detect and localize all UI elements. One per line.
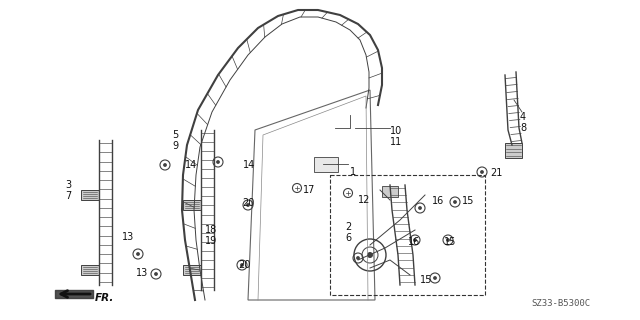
Text: 15: 15 (462, 196, 474, 206)
Text: 14: 14 (185, 160, 197, 170)
Text: 13: 13 (136, 268, 148, 278)
Polygon shape (81, 190, 99, 200)
Polygon shape (505, 143, 522, 158)
Circle shape (136, 252, 140, 256)
Polygon shape (382, 186, 398, 197)
Text: FR.: FR. (95, 293, 115, 303)
Text: 15: 15 (444, 237, 456, 247)
Text: 5
9: 5 9 (172, 130, 179, 151)
Circle shape (413, 238, 417, 242)
Circle shape (446, 238, 450, 242)
Text: 4
8: 4 8 (520, 112, 526, 133)
Text: 13: 13 (122, 232, 134, 242)
Circle shape (433, 276, 437, 280)
Circle shape (216, 160, 220, 164)
Circle shape (453, 200, 457, 204)
Text: 18
19: 18 19 (205, 225, 217, 246)
Polygon shape (182, 265, 200, 275)
Text: 12: 12 (358, 195, 371, 205)
Text: 16: 16 (432, 196, 444, 206)
Text: 20: 20 (238, 260, 250, 270)
Text: 16: 16 (408, 237, 420, 247)
Circle shape (154, 272, 158, 276)
Circle shape (240, 263, 244, 267)
Bar (330, 175, 485, 295)
Circle shape (418, 206, 422, 210)
Circle shape (356, 256, 360, 260)
Circle shape (163, 163, 167, 167)
Text: SZ33-B5300C: SZ33-B5300C (531, 299, 590, 308)
Text: 21: 21 (490, 168, 502, 178)
FancyBboxPatch shape (314, 157, 338, 172)
Text: 1: 1 (350, 167, 356, 177)
Text: 20: 20 (242, 198, 254, 208)
Polygon shape (182, 200, 200, 210)
Text: 14: 14 (243, 160, 255, 170)
Circle shape (367, 252, 373, 258)
Text: 2
6: 2 6 (345, 222, 351, 243)
Text: 15: 15 (420, 275, 433, 285)
Circle shape (246, 203, 250, 207)
Text: 3
7: 3 7 (65, 180, 71, 201)
Circle shape (480, 170, 484, 174)
Text: 17: 17 (303, 185, 316, 195)
Text: 10
11: 10 11 (390, 126, 403, 147)
Polygon shape (81, 265, 99, 275)
